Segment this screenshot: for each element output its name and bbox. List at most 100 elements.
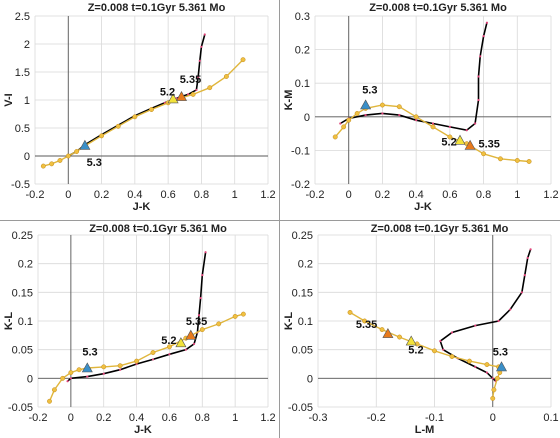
isochrone-point — [491, 387, 497, 393]
chart-title: Z=0.008 t=0.1Gyr 5.361 Mo — [369, 2, 507, 14]
mass-marker-yellow — [405, 335, 417, 346]
isochrone-point — [150, 350, 156, 355]
y-tick-label: 0.2 — [18, 259, 33, 271]
y-axis-title: V-I — [3, 93, 15, 106]
isochrone-point — [497, 156, 503, 162]
x-axis-title: J-K — [414, 201, 432, 213]
isochrone-point — [199, 327, 205, 333]
x-axis-title: J-K — [133, 201, 151, 213]
y-tick-label: 1 — [24, 95, 30, 107]
y-tick-label: 2 — [24, 39, 30, 51]
mass-marker-yellow — [175, 337, 187, 348]
isochrone-point — [190, 91, 196, 97]
chart-km-vs-jk: Z=0.008 t=0.1Gyr 5.361 Mo -0.2 -0.1 0 0.1 0.2… — [283, 2, 559, 213]
track-point — [151, 358, 155, 361]
isochrone-point — [49, 161, 55, 167]
isochrone-point — [430, 124, 436, 130]
track-point — [192, 342, 196, 346]
y-tick-label: -0.2 — [291, 179, 310, 191]
track-point — [168, 353, 171, 356]
y-tick-label: 0 — [304, 112, 310, 124]
track-point — [69, 377, 72, 380]
y-tick-label: 0.05 — [12, 345, 33, 357]
mass-annotation: 5.2 — [160, 87, 175, 99]
isochrone-point — [115, 123, 121, 129]
mass-annotation: 5.3 — [82, 346, 97, 358]
x-tick-label: -0.1 — [425, 412, 444, 424]
track-point — [364, 114, 367, 117]
x-tick-label: 1 — [232, 412, 238, 424]
mass-marker-yellow — [454, 134, 466, 145]
vertical-divider — [279, 0, 280, 438]
y-axis-title: K-M — [283, 90, 295, 111]
isochrone-point — [76, 367, 82, 373]
track-point — [431, 122, 435, 125]
track-point — [184, 348, 187, 351]
isochrone-point — [341, 124, 347, 130]
isochrone-point — [101, 364, 107, 370]
mass-marker-orange — [382, 327, 394, 338]
isochrone-point — [117, 363, 123, 369]
isochrone-point — [514, 158, 520, 163]
isochrone-point — [40, 163, 46, 169]
track-point — [119, 368, 122, 371]
x-tick-label: 1 — [514, 189, 520, 201]
isochrone-point — [68, 370, 74, 376]
isochrone-point — [526, 159, 532, 164]
mass-annotation: 5.3 — [87, 157, 102, 169]
isochrone-point — [362, 318, 368, 324]
chart-kl-vs-jk: Z=0.008 t=0.1Gyr 5.361 Mo -0.05 0 0.05 0.1 0.… — [3, 223, 276, 436]
track-point — [474, 122, 477, 125]
x-tick-label: 0.6 — [162, 412, 177, 424]
track-point — [197, 76, 200, 79]
track-point — [482, 35, 485, 38]
isochrone-point — [397, 334, 403, 340]
x-tick-label: 0.1 — [543, 412, 558, 424]
horizontal-divider — [0, 220, 560, 221]
mass-marker-orange — [175, 90, 188, 101]
track-point — [485, 371, 489, 374]
isochrone-point — [74, 149, 80, 154]
track-point — [198, 59, 201, 62]
x-tick-label: -0.3 — [309, 412, 328, 424]
isochrone-point — [65, 153, 71, 159]
x-tick-label: 0.2 — [375, 189, 390, 201]
y-tick-label: -0.05 — [288, 402, 313, 414]
isochrone-point — [207, 85, 213, 91]
y-tick-label: 0.1 — [298, 316, 313, 328]
track-point — [199, 296, 202, 300]
y-tick-label: -0.1 — [291, 145, 310, 157]
x-tick-label: 1.2 — [260, 412, 275, 424]
track-point — [187, 93, 190, 96]
x-tick-label: 1 — [232, 189, 238, 201]
x-tick-label: 0.4 — [408, 189, 423, 201]
y-tick-label: 0.25 — [292, 230, 313, 242]
isochrone-point — [346, 117, 352, 123]
isochrone-point — [494, 375, 500, 381]
track-point — [448, 125, 451, 128]
mass-annotation: 5.3 — [362, 84, 377, 96]
isochrone-point — [132, 114, 138, 120]
track-point — [474, 365, 477, 368]
x-tick-label: 1.2 — [543, 189, 558, 201]
y-tick-label: 0.15 — [12, 287, 33, 299]
track-point — [102, 372, 105, 375]
chart-title: Z=0.008 t=0.1Gyr 5.361 Mo — [371, 223, 509, 235]
track-point — [479, 55, 482, 58]
y-tick-label: 1.5 — [15, 67, 30, 79]
mass-annotation: 5.35 — [180, 74, 201, 86]
chart-vi-vs-jk: Z=0.008 t=0.1Gyr 5.361 Mo -0.5 0 0.5 1 1.5 2 2.… — [3, 2, 276, 213]
y-tick-label: 0.05 — [292, 345, 313, 357]
isochrone-point — [379, 102, 385, 108]
x-tick-label: -0.2 — [29, 412, 48, 424]
isochrone-point — [60, 375, 66, 381]
track-point — [529, 248, 532, 251]
track-point — [491, 377, 494, 380]
mass-marker-blue — [81, 362, 93, 373]
y-tick-label: 0.2 — [298, 259, 313, 271]
track-line — [67, 34, 206, 157]
y-tick-label: 0 — [24, 151, 30, 163]
isochrone-line — [334, 104, 530, 163]
x-tick-label: 0.4 — [129, 412, 144, 424]
